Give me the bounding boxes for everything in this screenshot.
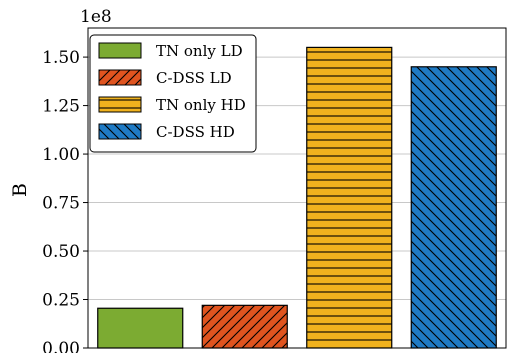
bar-fill xyxy=(97,308,183,348)
legend-swatch-hatch xyxy=(99,97,141,112)
legend-swatch-outline xyxy=(98,69,142,86)
bar-hatch xyxy=(411,66,497,349)
y-tick-label: 0.25 xyxy=(42,291,80,311)
y-tick-label: 1.00 xyxy=(42,145,80,165)
axes xyxy=(87,27,507,349)
legend-swatch xyxy=(99,43,141,58)
y-tick-label: 0.50 xyxy=(42,242,80,262)
legend-swatch-hatch xyxy=(99,124,141,139)
legend-label: TN only HD xyxy=(156,96,246,114)
bar xyxy=(306,46,393,349)
y-axis-ticks: 0.00 0.25 0.50 0.75 1.00 1.25 1.50 xyxy=(42,48,88,353)
legend-swatch-outline xyxy=(98,42,142,59)
y-tick-label: 1.25 xyxy=(42,97,80,117)
y-axis-offset-text: 1e8 xyxy=(80,7,112,27)
legend-label: TN only LD xyxy=(156,42,243,60)
legend-box xyxy=(89,34,257,153)
legend-item: C-DSS HD xyxy=(98,123,235,141)
legend-item: TN only HD xyxy=(98,96,246,114)
legend: TN only LD C-DSS LD TN only HD C-DSS HD xyxy=(89,34,257,153)
legend-label: C-DSS LD xyxy=(156,69,232,87)
legend-item: C-DSS LD xyxy=(98,69,232,87)
bar xyxy=(201,304,288,349)
bars xyxy=(97,46,497,349)
plot-frame xyxy=(87,27,507,349)
y-axis-label: B xyxy=(9,183,31,197)
y-tick-label: 0.75 xyxy=(42,194,80,214)
y-tick-label: 0.00 xyxy=(42,339,80,353)
legend-item: TN only LD xyxy=(98,42,243,60)
bar-hatch xyxy=(202,305,288,348)
legend-swatch-outline xyxy=(98,123,142,140)
legend-swatch-outline xyxy=(98,96,142,113)
y-tick-label: 1.50 xyxy=(42,48,80,68)
bar xyxy=(97,307,184,349)
legend-label: C-DSS HD xyxy=(156,123,235,141)
bar xyxy=(410,66,497,349)
bar-hatch xyxy=(306,47,392,348)
legend-swatch-hatch xyxy=(99,70,141,85)
